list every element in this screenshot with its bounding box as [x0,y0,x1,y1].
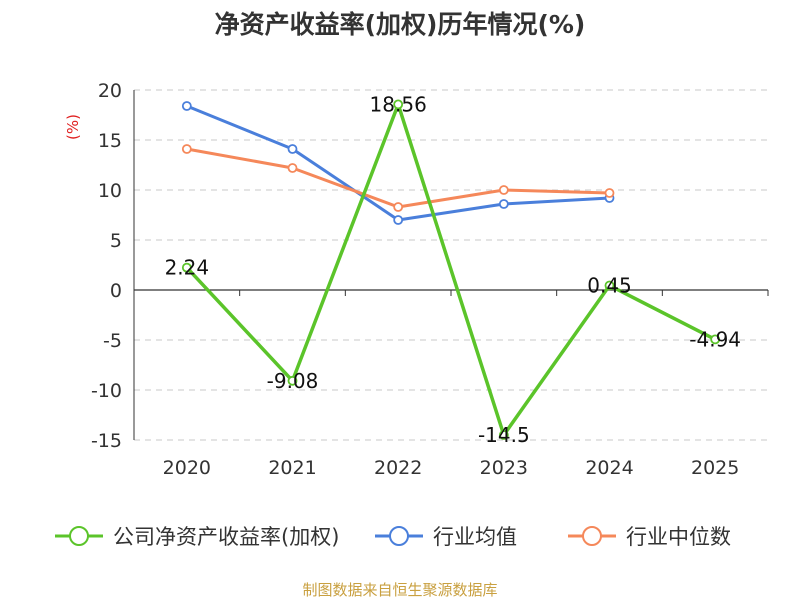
data-point-s1-3 [498,199,509,209]
x-tick-label: 2021 [268,457,316,479]
x-tick-label: 2022 [374,457,422,479]
data-point-s2-1 [287,163,298,173]
grid-lines [134,89,768,441]
data-point-s2-3 [498,185,509,195]
chart-title: 净资产收益率(加权)历年情况(%) [215,10,586,39]
y-tick-label: 20 [98,80,122,102]
legend-item-0[interactable]: 公司净资产收益率(加权) [55,525,339,549]
data-point-s1-0 [181,101,192,111]
data-point-s2-0 [181,144,192,154]
data-label: 18.56 [370,92,427,116]
data-label: 0.45 [587,274,632,298]
data-point-s2-4 [604,188,615,198]
y-tick-label: 0 [110,280,122,302]
data-label: -14.5 [478,423,530,447]
series-layer [181,99,721,440]
legend[interactable]: 公司净资产收益率(加权) 行业均值 行业中位数 [55,525,731,549]
data-point-s0-2 [393,99,404,110]
series-line-0 [185,102,716,437]
legend-label: 公司净资产收益率(加权) [113,525,339,549]
y-axis-unit-label: (%) [64,114,82,140]
y-tick-label: -5 [103,330,122,352]
data-point-s0-0 [181,262,192,273]
x-tick-label: 2025 [691,457,739,479]
y-tick-label: -15 [91,430,122,452]
y-tick-label: 10 [98,180,122,202]
data-point-s1-2 [393,215,404,225]
data-point-s0-1 [287,375,298,386]
x-tick-label: 2024 [585,457,633,479]
data-label: -9.08 [267,369,319,393]
legend-marker-icon [582,526,602,546]
data-point-s0-3 [498,430,509,440]
data-labels: 2.24 -9.08 18.56 -14.5 0.45 -4.94 [165,92,741,447]
data-point-s2-2 [393,202,404,212]
legend-label: 行业中位数 [626,525,731,549]
legend-item-2[interactable]: 行业中位数 [568,525,731,549]
legend-marker-icon [69,526,89,546]
source-note: 制图数据来自恒生聚源数据库 [302,581,497,599]
data-point-s0-4 [604,280,615,291]
data-point-s1-1 [287,144,298,154]
legend-item-1[interactable]: 行业均值 [375,525,517,549]
legend-label: 行业均值 [433,525,517,549]
x-tick-label: 2020 [163,457,211,479]
data-point-s0-5 [710,334,721,345]
x-tick-label: 2023 [480,457,528,479]
y-tick-label: -10 [91,380,122,402]
series-line-2 [186,147,610,209]
data-label: -4.94 [689,327,741,351]
legend-marker-icon [389,526,409,546]
data-label: 2.24 [165,256,210,280]
axes: 20 15 10 5 0 -5 -10 -15 2020 2021 2022 2023 2024 2025 [91,80,769,479]
y-tick-label: 5 [110,230,122,252]
y-tick-label: 15 [98,130,122,152]
